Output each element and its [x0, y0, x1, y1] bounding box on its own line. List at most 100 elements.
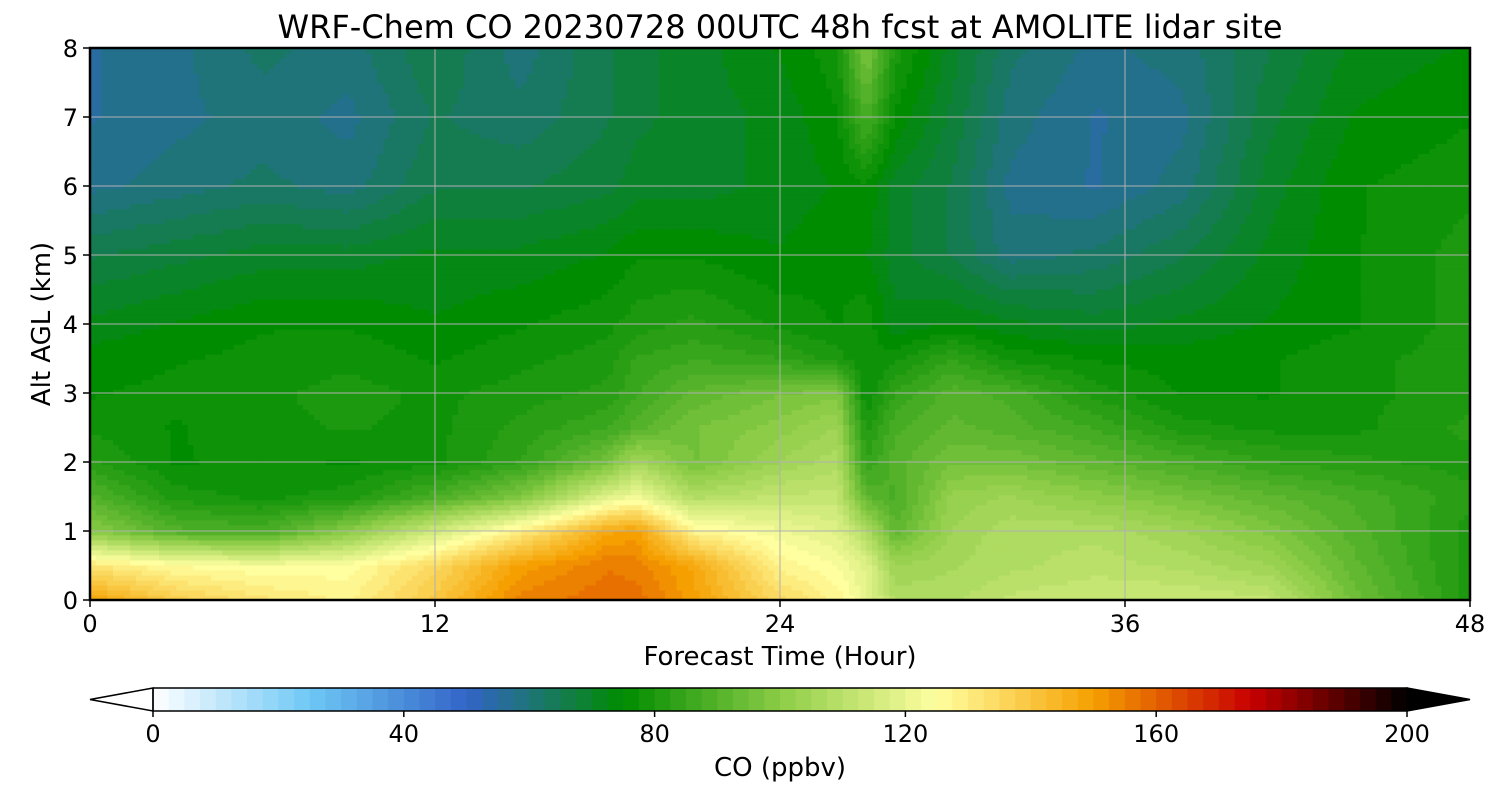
- contour-cell: [1355, 539, 1362, 546]
- contour-cell: [941, 554, 948, 561]
- contour-cell: [274, 509, 281, 516]
- contour-cell: [992, 559, 1000, 566]
- contour-cell: [1033, 589, 1040, 596]
- contour-cell: [1424, 579, 1431, 586]
- contour-cell: [1038, 559, 1046, 566]
- contour-cell: [573, 504, 580, 511]
- contour-cell: [642, 569, 649, 576]
- contour-cell: [262, 494, 269, 501]
- contour-cell: [320, 514, 327, 521]
- contour-cell: [734, 589, 741, 596]
- contour-cell: [182, 539, 189, 546]
- contour-cell: [1119, 564, 1126, 571]
- contour-cell: [354, 524, 361, 531]
- contour-cell: [538, 539, 545, 546]
- contour-cell: [1274, 509, 1281, 516]
- contour-cell: [1326, 594, 1333, 600]
- contour-cell: [739, 534, 747, 541]
- contour-cell: [705, 494, 712, 501]
- contour-cell: [797, 499, 804, 506]
- contour-cell: [1332, 529, 1339, 536]
- contour-cell: [1073, 524, 1080, 531]
- contour-cell: [1165, 524, 1172, 531]
- contour-cell: [1383, 584, 1391, 591]
- contour-cell: [1395, 544, 1402, 551]
- contour-cell: [251, 519, 258, 526]
- contour-cell: [538, 579, 545, 586]
- contour-cell: [636, 494, 643, 501]
- contour-cell: [1084, 534, 1092, 541]
- contour-cell: [1240, 504, 1247, 511]
- contour-cell: [1125, 494, 1132, 501]
- contour-cell: [90, 559, 97, 566]
- contour-cell: [1176, 499, 1184, 506]
- contour-cell: [452, 534, 459, 541]
- contour-cell: [1010, 569, 1017, 576]
- contour-cell: [607, 504, 614, 511]
- contour-cell: [1372, 569, 1379, 576]
- contour-cell: [573, 539, 580, 546]
- contour-cell: [118, 559, 126, 566]
- contour-cell: [670, 559, 678, 566]
- contour-cell: [159, 504, 166, 511]
- contour-cell: [1366, 549, 1373, 556]
- contour-cell: [653, 584, 660, 591]
- contour-cell: [417, 529, 425, 536]
- contour-cell: [1412, 524, 1419, 531]
- contour-cell: [872, 524, 879, 531]
- contour-cell: [302, 554, 310, 561]
- contour-cell: [722, 554, 729, 561]
- contour-cell: [1004, 539, 1011, 546]
- contour-cell: [1378, 499, 1385, 506]
- contour-cell: [314, 579, 321, 586]
- contour-cell: [1199, 569, 1207, 576]
- contour-cell: [118, 529, 126, 536]
- contour-cell: [291, 549, 298, 556]
- contour-cell: [469, 544, 476, 551]
- contour-cell: [90, 539, 97, 546]
- contour-cell: [1102, 524, 1109, 531]
- contour-cell: [699, 559, 706, 566]
- contour-cell: [463, 509, 471, 516]
- contour-cell: [274, 504, 281, 511]
- contour-cell: [360, 514, 367, 521]
- contour-cell: [532, 589, 540, 596]
- contour-cell: [797, 504, 804, 511]
- contour-cell: [1044, 574, 1051, 581]
- contour-cell: [210, 519, 218, 526]
- contour-cell: [722, 519, 729, 526]
- contour-cell: [406, 594, 413, 600]
- contour-cell: [458, 499, 465, 506]
- contour-cell: [1412, 544, 1419, 551]
- contour-cell: [630, 569, 637, 576]
- contour-cell: [1021, 594, 1028, 600]
- contour-cell: [538, 589, 545, 596]
- contour-cell: [170, 514, 177, 521]
- contour-cell: [1268, 529, 1276, 536]
- contour-cell: [1274, 564, 1281, 571]
- contour-cell: [1153, 579, 1161, 586]
- contour-cell: [1061, 499, 1069, 506]
- contour-cell: [1148, 579, 1155, 586]
- contour-cell: [509, 569, 517, 576]
- contour-cell: [343, 499, 350, 506]
- contour-cell: [573, 499, 580, 506]
- contour-cell: [1291, 529, 1299, 536]
- contour-cell: [515, 499, 522, 506]
- contour-cell: [1199, 584, 1207, 591]
- contour-cell: [900, 584, 908, 591]
- contour-cell: [193, 519, 200, 526]
- contour-cell: [325, 534, 333, 541]
- contour-cell: [854, 594, 862, 600]
- contour-cell: [274, 499, 281, 506]
- contour-cell: [377, 499, 384, 506]
- contour-cell: [647, 514, 655, 521]
- contour-cell: [325, 589, 333, 596]
- contour-cell: [1314, 509, 1322, 516]
- contour-cell: [705, 529, 712, 536]
- contour-cell: [941, 594, 948, 600]
- contour-cell: [475, 574, 482, 581]
- contour-cell: [1297, 529, 1304, 536]
- contour-cell: [998, 494, 1005, 501]
- contour-cell: [573, 519, 580, 526]
